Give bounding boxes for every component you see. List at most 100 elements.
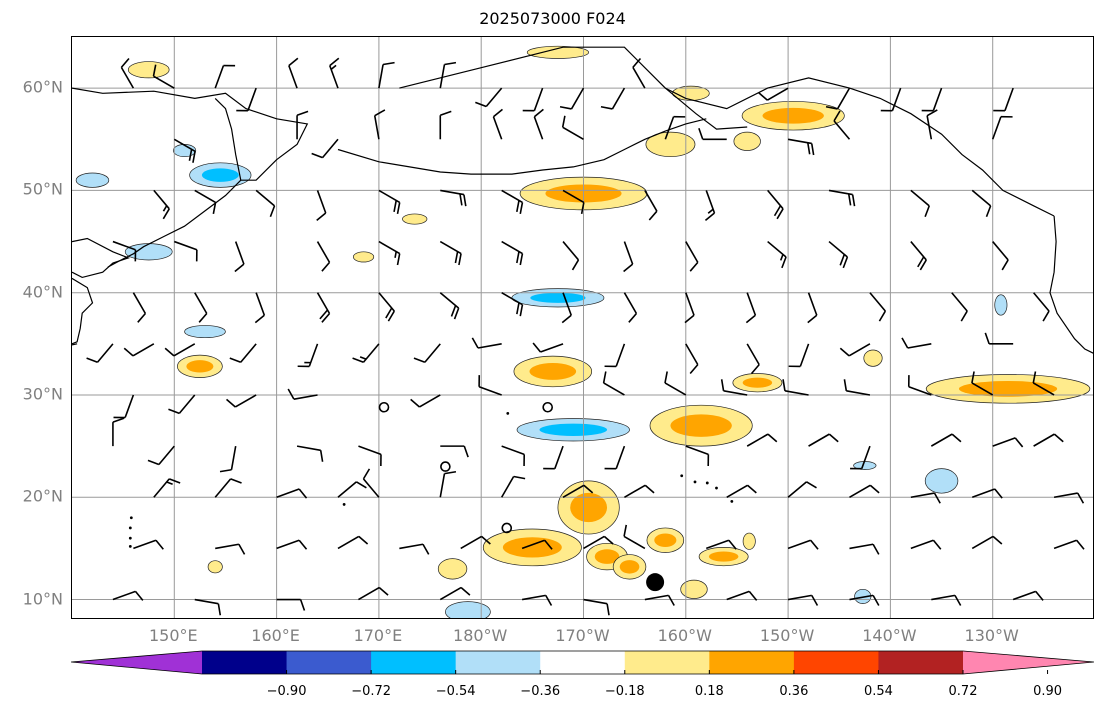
- wind-barb-shaft: [932, 87, 943, 111]
- contour-core: [530, 292, 586, 303]
- contour-core: [654, 533, 677, 547]
- wind-barb-shaft: [807, 292, 818, 316]
- hawaii-islands: [680, 474, 684, 478]
- wind-barb-flag: [746, 484, 757, 494]
- wind-barb: [828, 240, 849, 269]
- wind-barb: [329, 57, 340, 89]
- wind-barb-shaft: [623, 241, 634, 265]
- wind-barb-flag: [393, 200, 398, 213]
- wind-barb-flag: [851, 194, 856, 207]
- wind-barb-flag: [238, 543, 246, 555]
- wind-barb-shaft: [276, 539, 300, 550]
- wind-barb-flag: [926, 109, 938, 117]
- wind-barb: [173, 138, 196, 163]
- wind-barb-flag: [162, 205, 168, 212]
- wind-barb-flag: [422, 543, 430, 555]
- colorbar-segment: [878, 651, 964, 674]
- wind-barb-flag: [321, 312, 331, 323]
- wind-barb: [808, 433, 839, 447]
- wind-barb-flag: [954, 594, 962, 606]
- wind-barb-flag: [644, 484, 655, 494]
- wind-barb: [439, 110, 452, 140]
- wind-barb: [745, 292, 757, 324]
- wind-barb-flag: [519, 253, 524, 266]
- wind-barb: [843, 379, 871, 396]
- wind-barb-shaft: [424, 343, 441, 363]
- wind-barb: [787, 481, 817, 498]
- wind-barb-flag: [330, 64, 337, 70]
- wind-barb: [440, 189, 467, 207]
- wind-barb-flag: [516, 200, 520, 213]
- wind-barb-shaft: [583, 535, 605, 550]
- wind-barb: [112, 590, 144, 601]
- wind-barb-flag: [707, 208, 714, 214]
- wind-barb: [930, 433, 962, 447]
- wind-barb-flag: [667, 594, 675, 606]
- wind-barb: [992, 437, 1024, 448]
- wind-barb-shaft: [234, 241, 245, 265]
- wind-barb: [378, 292, 396, 322]
- wind-barb-flag: [299, 599, 306, 611]
- wind-barb-shaft: [316, 241, 331, 263]
- wind-barb-flag: [847, 193, 852, 206]
- longitude-label: 170°W: [555, 626, 610, 645]
- wind-barb-flag: [1032, 371, 1037, 384]
- contour-region: [994, 294, 1008, 316]
- wind-barb-shaft: [296, 445, 321, 452]
- wind-barb-flag: [698, 128, 704, 140]
- wind-barb-shaft: [533, 87, 544, 111]
- wind-barb: [1033, 433, 1064, 447]
- wind-barb: [991, 115, 1013, 140]
- colorbar-segment: [455, 651, 541, 674]
- wind-barb-flag: [810, 539, 819, 550]
- colorbar-segment: [793, 651, 879, 674]
- wind-barb: [1033, 292, 1050, 322]
- wind-barb: [562, 241, 580, 271]
- north-america-west-coast: [1049, 215, 1093, 354]
- wind-barb: [632, 57, 646, 89]
- wind-barb: [439, 292, 460, 320]
- contour-region: [645, 131, 696, 158]
- wind-barb-shaft: [485, 87, 503, 108]
- wind-barb-shaft: [1032, 382, 1055, 396]
- wind-barb-flag: [454, 251, 459, 264]
- wind-barb: [624, 484, 655, 498]
- wind-barb: [787, 594, 819, 606]
- wind-barb: [352, 343, 380, 363]
- wind-barb: [644, 190, 658, 221]
- wind-barb: [413, 343, 441, 363]
- wind-barb-flag: [1035, 590, 1044, 601]
- wind-barb-flag: [971, 371, 975, 384]
- wind-barb-flag: [269, 205, 276, 218]
- wind-barb-flag: [134, 590, 144, 601]
- wind-barb: [685, 343, 699, 374]
- wind-barb: [194, 598, 222, 616]
- wind-barb-flag: [413, 357, 426, 363]
- wind-barb: [726, 590, 758, 601]
- wind-barb-flag: [198, 312, 208, 323]
- wind-barb-flag: [623, 524, 628, 537]
- contour-core: [762, 107, 824, 124]
- wind-barb-flag: [444, 61, 457, 66]
- wind-barb: [521, 594, 553, 606]
- colorbar-tick-label: 0.90: [1033, 684, 1063, 699]
- wind-barb-flag: [623, 263, 634, 273]
- latitude-label: 40°N: [22, 282, 63, 302]
- wind-barb-shaft: [153, 478, 170, 498]
- wind-barb-shaft: [501, 445, 525, 456]
- wind-barb: [147, 445, 175, 466]
- wind-barb-shaft: [891, 87, 902, 111]
- marianas: [128, 536, 132, 540]
- wind-barb: [602, 371, 625, 396]
- longitude-label: 160°W: [657, 626, 712, 645]
- wind-barb-flag: [782, 379, 786, 391]
- wind-barb-shaft: [623, 292, 638, 314]
- wind-barb-flag: [1014, 437, 1024, 448]
- wind-barb-shaft: [288, 65, 298, 89]
- wind-barb-shaft: [615, 445, 626, 469]
- wind-barb-shaft: [255, 189, 276, 207]
- wind-barb-flag: [1076, 539, 1085, 550]
- wind-barb-flag: [396, 253, 401, 266]
- colorbar-segment: [540, 651, 626, 674]
- wind-barb-shaft: [173, 343, 196, 357]
